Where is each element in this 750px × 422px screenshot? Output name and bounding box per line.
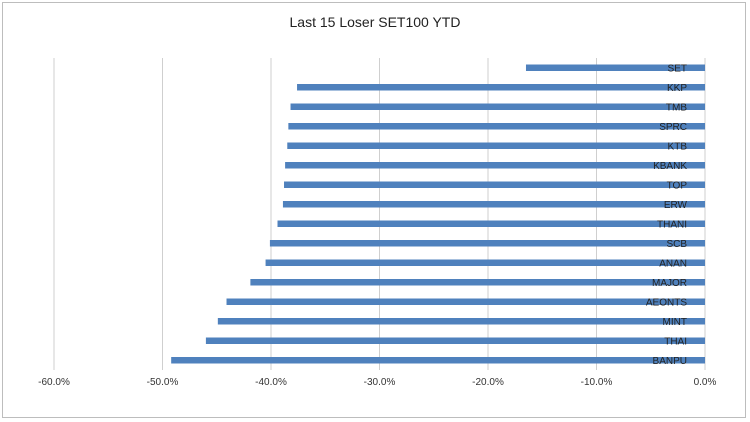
x-tick-label: -20.0% — [472, 377, 504, 388]
bar-kkp — [297, 84, 705, 91]
category-label: SCB — [666, 239, 687, 250]
bar-set — [525, 64, 705, 71]
bar-banpu — [171, 357, 705, 364]
bar-kbank — [285, 162, 705, 169]
category-label: THANI — [657, 219, 687, 230]
chart-title: Last 15 Loser SET100 YTD — [289, 14, 461, 30]
category-label: THAI — [664, 336, 687, 347]
x-tick-label: -50.0% — [147, 377, 179, 388]
bar-thani — [277, 220, 705, 227]
category-label: MINT — [663, 317, 687, 328]
bar-major — [250, 279, 705, 286]
x-tick-label: -30.0% — [364, 377, 396, 388]
x-tick-label: 0.0% — [694, 377, 717, 388]
bar-top — [284, 181, 705, 188]
category-label: KKP — [667, 83, 687, 94]
bar-tmb — [290, 103, 705, 110]
category-label: AEONTS — [646, 297, 687, 308]
category-label: SET — [668, 63, 687, 74]
category-label: KTB — [668, 141, 688, 152]
bar-erw — [282, 201, 705, 208]
category-label: TOP — [667, 180, 688, 191]
bar-anan — [265, 259, 705, 266]
bar-ktb — [287, 142, 705, 149]
bar-sprc — [288, 123, 705, 130]
x-tick-label: -40.0% — [255, 377, 287, 388]
bar-mint — [217, 318, 705, 325]
category-label: ERW — [664, 200, 688, 211]
bar-scb — [269, 240, 705, 247]
category-label: KBANK — [653, 161, 687, 172]
category-label: ANAN — [659, 258, 687, 269]
chart-frame — [2, 2, 746, 418]
category-label: MAJOR — [652, 278, 687, 289]
x-tick-label: -60.0% — [38, 377, 70, 388]
category-label: SPRC — [659, 122, 687, 133]
category-label: BANPU — [653, 356, 687, 367]
x-tick-label: -10.0% — [581, 377, 613, 388]
bar-aeonts — [226, 298, 705, 305]
bar-thai — [205, 337, 705, 344]
category-label: TMB — [666, 102, 687, 113]
